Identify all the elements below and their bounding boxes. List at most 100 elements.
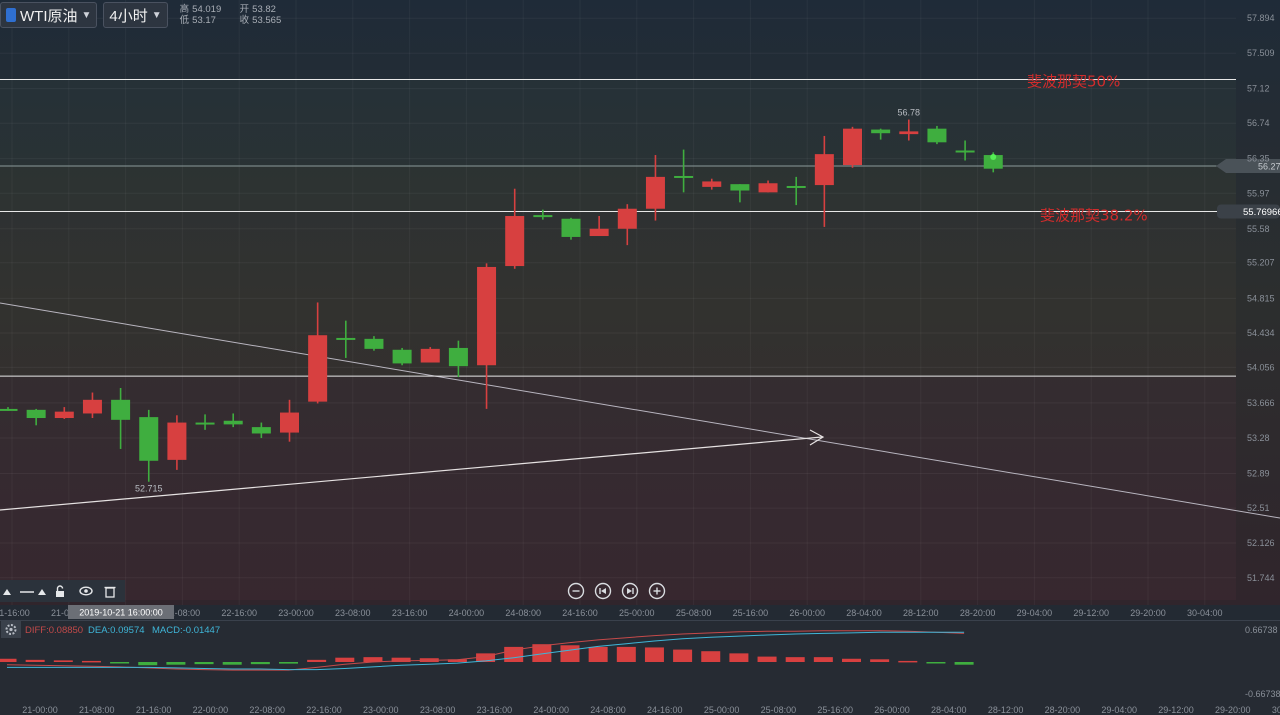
macd-x-tick-label: 25-16:00 <box>817 705 853 715</box>
candle[interactable] <box>308 302 328 404</box>
candle[interactable] <box>448 340 468 378</box>
macd-x-tick-label: 22-08:00 <box>249 705 285 715</box>
macd-x-tick-label: 24-08:00 <box>590 705 626 715</box>
y-tick-label: 56.74 <box>1247 118 1270 128</box>
y-tick-label: 55.58 <box>1247 224 1270 234</box>
candle[interactable] <box>645 155 665 221</box>
candle[interactable] <box>0 407 18 411</box>
candle-body <box>505 216 525 267</box>
macd-bar <box>53 660 73 662</box>
triangle-up-icon[interactable] <box>38 589 46 595</box>
candle[interactable] <box>955 140 975 161</box>
candle-body <box>899 131 919 135</box>
candle-body <box>786 185 806 188</box>
y-tick-label: 55.97 <box>1247 188 1270 198</box>
candle[interactable] <box>167 415 187 470</box>
candle[interactable] <box>392 347 412 366</box>
candle-body <box>674 175 694 178</box>
trend-line-descending[interactable] <box>0 302 1280 519</box>
lock-icon[interactable] <box>56 585 64 597</box>
candle[interactable] <box>26 408 46 426</box>
candle[interactable] <box>280 399 299 442</box>
candle[interactable] <box>420 347 440 363</box>
macd-x-tick-label: 29-20:00 <box>1215 705 1251 715</box>
candle[interactable] <box>336 320 356 358</box>
candle-body <box>814 154 834 186</box>
macd-x-tick-label: 25-08:00 <box>761 705 797 715</box>
y-tick-label: 52.126 <box>1247 538 1275 548</box>
main-pane-bg <box>0 0 1280 605</box>
candle[interactable] <box>195 414 215 430</box>
candle[interactable] <box>561 217 581 240</box>
candle[interactable] <box>589 216 609 237</box>
candle-body <box>251 427 271 434</box>
candle-body <box>280 412 299 433</box>
skip-back-icon[interactable] <box>594 582 612 600</box>
trash-icon[interactable] <box>104 586 116 598</box>
candle[interactable] <box>111 387 131 449</box>
candle[interactable] <box>702 178 722 190</box>
macd-x-tick-label: 24-16:00 <box>647 705 683 715</box>
eye-icon[interactable] <box>79 586 93 596</box>
candle-body <box>82 399 102 414</box>
candle[interactable] <box>139 409 159 482</box>
macd-bar <box>391 657 411 662</box>
close-value: 53.565 <box>252 15 282 26</box>
macd-bar <box>870 659 890 662</box>
x-tick-label: 26-00:00 <box>789 608 825 618</box>
y-tick-label: 54.434 <box>1247 328 1275 338</box>
timeframe-dropdown[interactable]: 4小时 ▼ <box>103 2 168 28</box>
candle[interactable] <box>814 135 834 227</box>
candle[interactable] <box>505 188 525 269</box>
macd-x-tick-label: 28-12:00 <box>988 705 1024 715</box>
arrow-head-icon <box>809 429 825 446</box>
candle[interactable] <box>82 392 102 419</box>
macd-bar <box>813 657 833 662</box>
candle-body <box>195 422 215 425</box>
macd-x-tick-label: 22-16:00 <box>306 705 342 715</box>
x-tick-label: 29-20:00 <box>1130 608 1166 618</box>
gear-icon[interactable] <box>1 621 21 638</box>
candle[interactable] <box>617 204 637 246</box>
y-tick-label: 52.89 <box>1247 469 1270 479</box>
macd-bar <box>447 659 467 662</box>
candle-body <box>927 128 947 143</box>
macd-dea-label: DEA:0.09574 <box>88 625 145 636</box>
candle[interactable] <box>730 184 750 203</box>
plus-circle-icon[interactable] <box>648 582 666 600</box>
candle[interactable] <box>843 126 862 168</box>
candle[interactable] <box>758 180 778 193</box>
triangle-up-icon[interactable] <box>3 589 11 595</box>
y-tick-label: 55.207 <box>1247 258 1275 268</box>
minus-circle-icon[interactable] <box>567 582 585 600</box>
x-tick-label: 25-08:00 <box>676 608 712 618</box>
candle-body <box>392 349 412 364</box>
candle[interactable] <box>54 407 74 419</box>
candle-body <box>758 183 778 193</box>
candle[interactable] <box>533 209 553 220</box>
candle[interactable] <box>364 336 384 351</box>
skip-forward-icon[interactable] <box>621 582 639 600</box>
candle[interactable] <box>899 119 919 141</box>
candle[interactable] <box>251 422 271 439</box>
candle-body <box>561 218 581 237</box>
candle[interactable] <box>674 149 694 193</box>
chevron-down-icon: ▼ <box>151 9 162 21</box>
candle[interactable] <box>871 128 891 140</box>
x-tick-label: 29-12:00 <box>1073 608 1109 618</box>
candle-body <box>645 176 665 209</box>
y-tick-label: 57.12 <box>1247 84 1270 94</box>
x-tick-label: 22-16:00 <box>221 608 257 618</box>
x-tick-label: 29-04:00 <box>1017 608 1053 618</box>
candle[interactable] <box>223 413 243 428</box>
candle[interactable] <box>927 125 947 145</box>
symbol-dropdown[interactable]: WTI原油 ▼ <box>0 2 98 28</box>
trend-line-ascending[interactable] <box>0 436 823 511</box>
x-tick-label: 24-00:00 <box>449 608 485 618</box>
candle[interactable] <box>786 176 806 206</box>
macd-x-tick-label: 23-16:00 <box>477 705 513 715</box>
x-tick-label: 25-00:00 <box>619 608 655 618</box>
candle[interactable] <box>477 263 497 409</box>
close-label: 收 <box>239 15 250 26</box>
